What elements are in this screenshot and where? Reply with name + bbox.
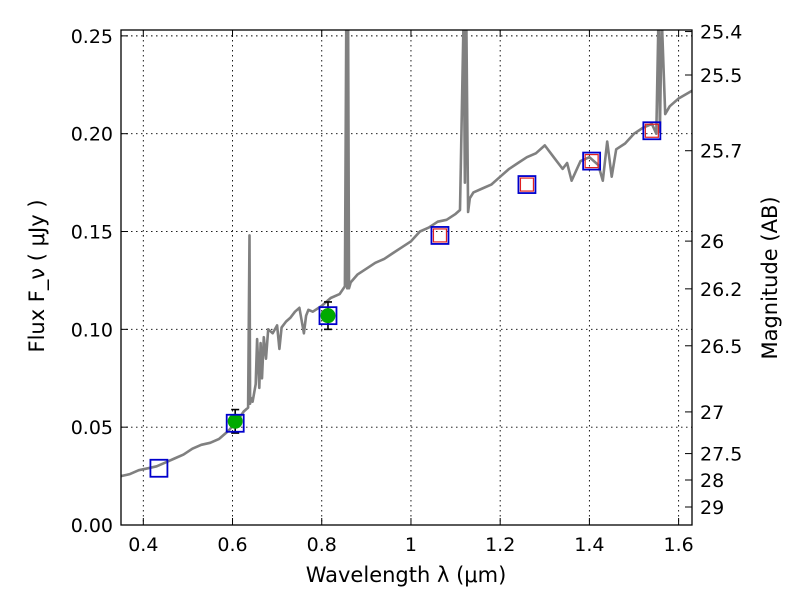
right-y-tick-label: 25.5 [700, 65, 742, 87]
x-axis-title: Wavelength λ (μm) [306, 563, 507, 587]
data-point [227, 413, 243, 429]
axes: 0.4 0.6 0.8 1 1.2 1.4 1.6 0.00 0.05 0.10 0.15 0.20 0… [71, 22, 743, 556]
right-y-tick-label: 25.7 [700, 141, 742, 163]
red-square-marker [432, 228, 448, 243]
plot-area [121, 30, 692, 478]
y-tick-label: 0.25 [71, 26, 113, 48]
y-axis-title: Flux F_ν ( μJy ) [25, 199, 50, 352]
y-tick-label: 0.10 [71, 319, 113, 341]
red-square-marker [519, 177, 535, 192]
right-y-tick-label: 27 [700, 402, 724, 424]
y-tick-label: 0.15 [71, 222, 113, 244]
blue-square-marker [582, 151, 602, 171]
x-tick-label: 0.6 [217, 534, 247, 556]
x-tick-label: 0.8 [307, 534, 337, 556]
y-tick-label: 0.00 [71, 515, 113, 537]
y-tick-label: 0.05 [71, 417, 113, 439]
blue-square-marker [225, 413, 245, 433]
x-tick-label: 1 [405, 534, 417, 556]
right-y-tick-label: 27.5 [700, 444, 742, 466]
x-tick-label: 0.4 [128, 534, 158, 556]
blue-square-marker [318, 306, 338, 326]
right-y-tick-label: 25.4 [700, 22, 742, 44]
red-square-marker [644, 123, 659, 138]
x-tick-label: 1.2 [485, 534, 515, 556]
red-square-marker [584, 153, 599, 169]
spectrum-line [121, 30, 692, 478]
right-y-tick-label: 28 [700, 470, 724, 492]
blue-square-marker [642, 121, 662, 141]
right-y-tick-label: 29 [700, 497, 724, 519]
right-y-tick-label: 26 [700, 231, 724, 253]
right-y-tick-label: 26.2 [700, 279, 742, 301]
y-tick-label: 0.20 [71, 124, 113, 146]
right-y-tick-label: 26.5 [700, 336, 742, 358]
blue-square-marker [430, 226, 450, 245]
right-y-axis-title: Magnitude (AB) [758, 196, 782, 359]
blue-square-marker [517, 175, 537, 194]
blue-square-marker [149, 458, 169, 478]
x-tick-label: 1.4 [574, 534, 604, 556]
plot-frame [120, 29, 693, 526]
data-point [320, 308, 336, 324]
x-tick-label: 1.6 [664, 534, 694, 556]
grid [121, 30, 692, 526]
